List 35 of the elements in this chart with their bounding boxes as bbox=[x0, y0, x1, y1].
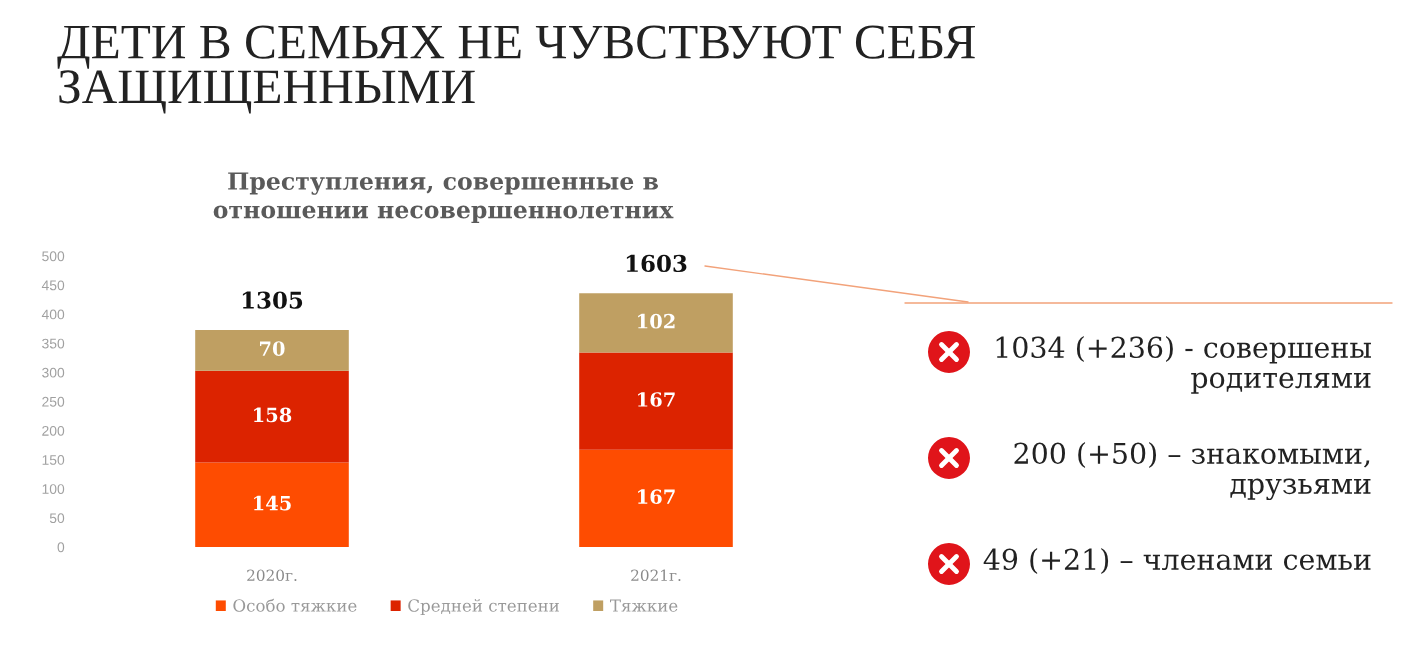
data-label: 158 bbox=[254, 407, 292, 423]
annotation: 1305 bbox=[242, 291, 303, 309]
bar bbox=[579, 293, 733, 353]
data-label: 145 bbox=[254, 495, 291, 511]
y-tick-label: 250 bbox=[42, 396, 65, 407]
data-label: 167 bbox=[638, 489, 675, 505]
data-label: 70 bbox=[260, 341, 285, 356]
bar bbox=[195, 370, 349, 463]
x-tick-label: 2020г. bbox=[247, 569, 297, 582]
chart-title: ДЕТИ В СЕМЬЯХ НЕ ЧУВСТВУЮТ СЕБЯ ЗАЩИЩЕННЫМИ bbox=[57, 25, 976, 114]
y-tick-label: 100 bbox=[42, 484, 65, 494]
text: 49 (+21) – членами семьи bbox=[983, 548, 1371, 575]
x-tick-label: 2021г. bbox=[631, 569, 681, 582]
legend-label: Средней степени bbox=[408, 599, 559, 616]
bar bbox=[579, 352, 733, 450]
bar bbox=[195, 462, 349, 547]
y-tick-label: 300 bbox=[42, 367, 65, 378]
annotation: 1603 bbox=[626, 254, 687, 273]
data-label: 167 bbox=[638, 392, 675, 407]
legend-label: Особо тяжкие bbox=[233, 598, 357, 612]
bar bbox=[195, 329, 349, 371]
y-tick-label: 50 bbox=[49, 513, 65, 524]
y-tick-label: 500 bbox=[42, 251, 65, 262]
y-tick-label: 150 bbox=[42, 455, 65, 465]
data-label: 102 bbox=[638, 313, 675, 329]
y-tick-label: 0 bbox=[57, 542, 65, 553]
text: 200 (+50) – знакомыми, друзьями bbox=[1014, 442, 1371, 501]
legend-label: Тяжкие bbox=[610, 599, 678, 612]
y-tick-label: 350 bbox=[42, 338, 65, 349]
y-tick-label: 400 bbox=[41, 309, 65, 320]
y-tick-label: 450 bbox=[41, 280, 65, 291]
text: 1034 (+236) - совершены родителями bbox=[996, 336, 1371, 394]
bar bbox=[579, 449, 733, 547]
y-tick-label: 200 bbox=[42, 425, 65, 436]
chart-subtitle: Преступления, совершенные в отношении несовершеннолетних bbox=[213, 172, 674, 224]
